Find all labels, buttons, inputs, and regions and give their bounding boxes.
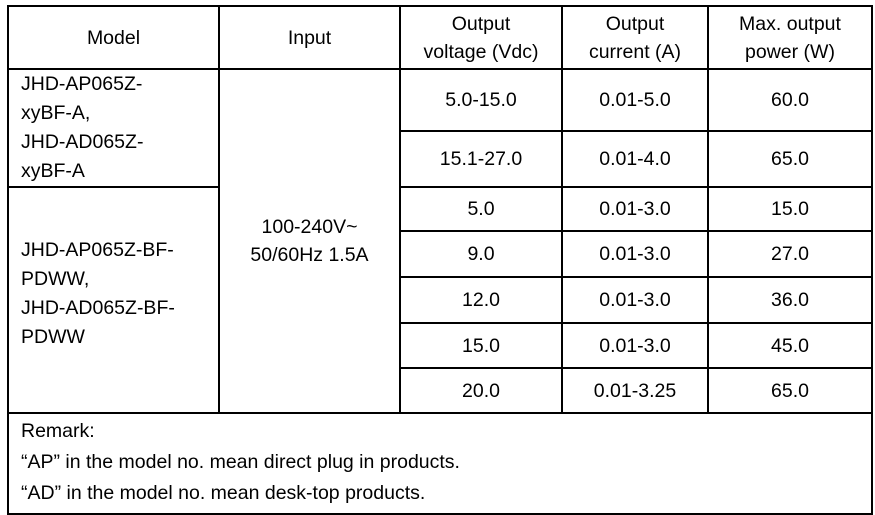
model-text: xyBF-A, (21, 102, 91, 124)
current-cell: 0.01-4.0 (561, 130, 709, 188)
current-cell: 0.01-3.0 (561, 186, 709, 232)
voltage-cell: 5.0 (399, 186, 563, 232)
remark-row: Remark: “AP” in the model no. mean direc… (7, 412, 873, 515)
model-cell: JHD-AP065Z-BF- PDWW, JHD-AD065Z-BF- PDWW (7, 186, 220, 414)
power-cell: 36.0 (707, 276, 873, 324)
current-cell: 0.01-3.0 (561, 322, 709, 369)
voltage-cell: 15.0 (399, 322, 563, 369)
remark-cell: Remark: “AP” in the model no. mean direc… (7, 412, 873, 515)
header-model: Model (7, 5, 220, 70)
remark-text: “AD” in the model no. mean desk-top prod… (21, 482, 426, 504)
input-text: 100-240V~ (261, 216, 358, 238)
power-cell: 15.0 (707, 186, 873, 232)
remark-title: Remark: (21, 420, 95, 442)
power-cell: 45.0 (707, 322, 873, 369)
input-text: 50/60Hz 1.5A (250, 244, 369, 266)
current-cell: 0.01-3.0 (561, 230, 709, 278)
header-row: Model Input Output voltage (Vdc) Output cu… (7, 5, 873, 70)
voltage-cell: 9.0 (399, 230, 563, 278)
header-text: current (A) (588, 40, 682, 63)
header-output-current: Output current (A) (561, 5, 709, 70)
voltage-cell: 5.0-15.0 (399, 67, 563, 133)
table-row: 20.0 0.01-3.25 65.0 (8, 367, 873, 414)
model-text: JHD-AP065Z- (21, 73, 143, 95)
current-cell: 0.01-5.0 (561, 67, 709, 133)
table-row: 15.0 0.01-3.0 45.0 (8, 322, 873, 369)
current-cell: 0.01-3.0 (561, 276, 709, 324)
model-text: JHD-AP065Z-BF- (21, 239, 174, 261)
table-row: 12.0 0.01-3.0 36.0 (8, 276, 873, 324)
model-text: PDWW, (21, 268, 90, 290)
header-text: power (W) (745, 40, 835, 63)
header-text: Output (451, 12, 511, 35)
power-cell: 60.0 (707, 67, 873, 133)
header-output-voltage: Output voltage (Vdc) (399, 5, 563, 70)
header-text: voltage (Vdc) (423, 40, 539, 63)
table-row: 9.0 0.01-3.0 27.0 (8, 230, 873, 278)
header-text: Max. output (739, 12, 841, 35)
header-text: Output (605, 12, 665, 35)
current-cell: 0.01-3.25 (561, 367, 709, 414)
header-input: Input (218, 5, 401, 70)
model-text: JHD-AD065Z-BF- (21, 297, 175, 319)
table-row: JHD-AP065Z- xyBF-A, JHD-AD065Z- xyBF-A 1… (7, 67, 873, 414)
power-cell: 65.0 (707, 130, 873, 188)
spec-table: Model Input Output voltage (Vdc) Output cu… (7, 5, 873, 515)
table-row: JHD-AP065Z-BF- PDWW, JHD-AD065Z-BF- PDWW… (7, 186, 873, 414)
model-text: PDWW (21, 326, 85, 348)
power-cell: 65.0 (707, 367, 873, 414)
voltage-cell: 20.0 (399, 367, 563, 414)
model-text: JHD-AD065Z- (21, 131, 144, 153)
model-text: xyBF-A (21, 160, 85, 182)
input-cell: 100-240V~ 50/60Hz 1.5A (218, 68, 401, 414)
voltage-cell: 12.0 (399, 276, 563, 324)
header-max-power: Max. output power (W) (707, 5, 873, 70)
table-row: 15.1-27.0 0.01-4.0 65.0 (8, 130, 873, 188)
power-cell: 27.0 (707, 230, 873, 278)
remark-text: “AP” in the model no. mean direct plug i… (21, 451, 460, 473)
model-cell: JHD-AP065Z- xyBF-A, JHD-AD065Z- xyBF-A (7, 68, 220, 188)
voltage-cell: 15.1-27.0 (399, 130, 563, 188)
